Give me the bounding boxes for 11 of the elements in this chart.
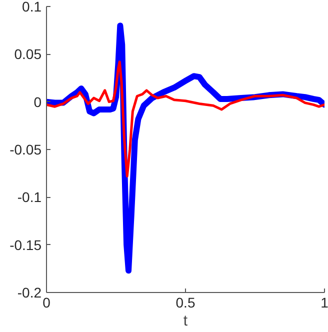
y-tick-label: 0.1 <box>22 0 42 14</box>
y-tick-label: -0.2 <box>17 284 42 300</box>
x-tick-label: 1 <box>320 294 328 310</box>
y-tick-label: -0.05 <box>10 142 42 158</box>
line-series <box>46 60 324 178</box>
y-tick-label: -0.15 <box>10 236 42 253</box>
y-tick-label: -0.1 <box>17 189 42 206</box>
x-tick-label: 0.5 <box>176 294 196 310</box>
y-tick-label: 0 <box>34 94 42 110</box>
y-tick-label: 0.05 <box>14 46 42 62</box>
x-axis-title: t <box>183 312 188 330</box>
